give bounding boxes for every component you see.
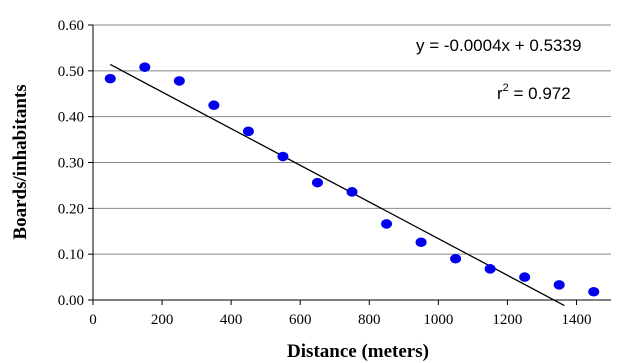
y-tick-label: 0.20 bbox=[58, 201, 84, 217]
x-tick-label: 600 bbox=[289, 312, 312, 328]
trendline-equation: y = -0.0004x + 0.5339 bbox=[416, 36, 581, 55]
data-point bbox=[415, 237, 427, 248]
data-point bbox=[104, 73, 116, 84]
r-squared-value: = 0.972 bbox=[509, 84, 571, 103]
data-point bbox=[208, 100, 220, 111]
x-tick-label: 800 bbox=[358, 312, 381, 328]
data-point bbox=[242, 126, 254, 137]
data-points bbox=[104, 62, 600, 297]
y-tick-label: 0.30 bbox=[58, 156, 84, 172]
x-tick-label: 1400 bbox=[561, 312, 591, 328]
r-squared-exponent: 2 bbox=[503, 82, 509, 94]
data-point bbox=[381, 219, 393, 229]
x-tick-label: 400 bbox=[220, 312, 243, 328]
data-point bbox=[553, 280, 565, 290]
x-tick-label: 200 bbox=[151, 312, 174, 328]
y-tick-label: 0.10 bbox=[58, 247, 84, 263]
y-tick-label: 0.00 bbox=[58, 293, 84, 309]
y-axis-title: Boards/inhabitants bbox=[10, 84, 31, 239]
data-point bbox=[311, 177, 323, 188]
data-point bbox=[173, 76, 185, 86]
x-axis-title: Distance (meters) bbox=[287, 341, 429, 362]
data-point bbox=[484, 264, 496, 274]
data-point bbox=[346, 187, 358, 197]
data-point bbox=[139, 62, 151, 72]
r-squared-prefix: r bbox=[497, 84, 503, 103]
x-tick-label: 1000 bbox=[423, 312, 453, 328]
data-point bbox=[519, 272, 531, 282]
x-tick-label: 0 bbox=[89, 312, 97, 328]
r-squared-annotation: r2 = 0.972 bbox=[497, 82, 571, 103]
y-tick-label: 0.60 bbox=[58, 18, 84, 34]
grid-lines bbox=[93, 24, 611, 255]
y-tick-label: 0.50 bbox=[58, 64, 84, 80]
x-tick-label: 1200 bbox=[492, 312, 522, 328]
data-point bbox=[277, 151, 289, 162]
tick-labels: 0.00 0.10 0.20 0.30 0.40 0.50 0.60 0 200 400 600 80… bbox=[58, 18, 592, 328]
data-point bbox=[450, 253, 462, 264]
axes bbox=[88, 24, 611, 305]
y-tick-label: 0.40 bbox=[58, 110, 84, 126]
data-point bbox=[588, 286, 600, 297]
